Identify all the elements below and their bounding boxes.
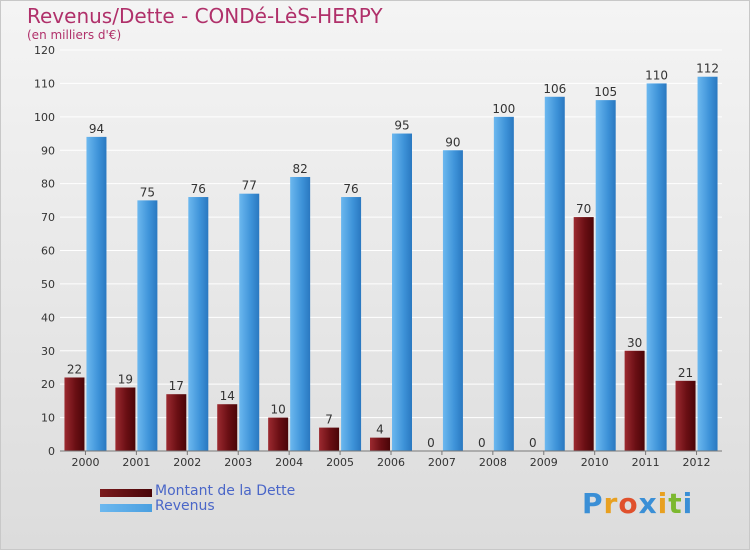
- data-label-revenue: 112: [696, 62, 719, 76]
- bar-revenue: [290, 176, 311, 451]
- chart-title: Revenus/Dette - CONDé-LèS-HERPY: [27, 4, 383, 28]
- bar-debt: [64, 377, 85, 451]
- y-tick-label: 70: [41, 211, 55, 224]
- legend-label-debt: Montant de la Dette: [155, 483, 296, 499]
- data-label-revenue: 77: [242, 179, 257, 193]
- x-axis-ticks: 2000 2001 2002 2003 2004 2005 2006 2007 2008 2009…: [71, 451, 711, 469]
- data-label-debt: 14: [220, 389, 235, 403]
- data-label-revenue: 105: [594, 85, 617, 99]
- bar-debt: [217, 404, 238, 451]
- data-label-debt: 7: [325, 413, 333, 427]
- legend-label-revenue: Revenus: [155, 498, 215, 514]
- x-tick-label: 2011: [632, 456, 660, 469]
- proxiti-logo: Proxiti: [582, 487, 693, 520]
- bar-revenue: [392, 133, 412, 451]
- data-label-debt: 0: [529, 436, 537, 450]
- bar-debt: [268, 417, 289, 451]
- bar-revenue: [239, 193, 260, 452]
- y-tick-label: 50: [41, 278, 55, 291]
- x-tick-label: 2000: [71, 456, 99, 469]
- logo-letter: i: [657, 487, 669, 520]
- x-tick-label: 2010: [581, 456, 609, 469]
- data-label-debt: 30: [627, 336, 642, 350]
- logo-letter: o: [618, 487, 639, 520]
- legend-swatch-debt: [100, 489, 152, 497]
- y-tick-label: 100: [34, 111, 55, 124]
- bar-revenue: [86, 136, 107, 451]
- data-label-debt: 70: [576, 202, 591, 216]
- y-axis-ticks: 0 10 20 30 40 50 60 70 80 90 100 110 120: [34, 44, 55, 458]
- bar-revenue: [697, 76, 718, 451]
- bar-revenue: [442, 150, 463, 451]
- y-tick-label: 120: [34, 44, 55, 57]
- x-tick-label: 2001: [122, 456, 150, 469]
- y-tick-label: 10: [41, 412, 55, 425]
- bar-debt: [166, 394, 187, 451]
- data-label-revenue: 90: [445, 135, 460, 149]
- logo-letter: P: [582, 487, 604, 520]
- data-label-debt: 4: [376, 423, 384, 437]
- x-tick-label: 2009: [530, 456, 558, 469]
- data-label-revenue: 75: [140, 185, 155, 199]
- data-labels: 22 94 19 75 17 76 14 77 10 82 7 76 4 95 0 90 0 100 0 106 70 1…: [67, 62, 719, 450]
- x-tick-label: 2002: [173, 456, 201, 469]
- x-tick-label: 2012: [683, 456, 711, 469]
- logo-letter: i: [682, 487, 694, 520]
- bar-revenue: [188, 197, 209, 451]
- data-label-revenue: 76: [343, 182, 358, 196]
- data-label-revenue: 82: [293, 162, 308, 176]
- data-label-debt: 0: [427, 436, 435, 450]
- y-tick-label: 110: [34, 77, 55, 90]
- x-tick-label: 2008: [479, 456, 507, 469]
- y-tick-label: 40: [41, 311, 55, 324]
- x-tick-label: 2003: [224, 456, 252, 469]
- logo-letter: x: [638, 487, 658, 520]
- y-tick-label: 80: [41, 178, 55, 191]
- bar-debt: [115, 387, 136, 451]
- bar-revenue: [544, 96, 565, 452]
- y-tick-label: 30: [41, 345, 55, 358]
- data-label-revenue: 95: [394, 119, 409, 133]
- data-label-debt: 19: [118, 373, 133, 387]
- y-tick-label: 90: [41, 144, 55, 157]
- y-tick-label: 0: [48, 445, 55, 458]
- bars: [64, 76, 718, 452]
- data-label-debt: 0: [478, 436, 486, 450]
- bar-revenue: [137, 200, 158, 451]
- bar-debt: [624, 350, 645, 451]
- bar-revenue: [493, 116, 514, 451]
- bar-revenue: [646, 83, 667, 452]
- x-tick-label: 2006: [377, 456, 405, 469]
- data-label-debt: 21: [678, 366, 693, 380]
- data-label-debt: 22: [67, 362, 82, 376]
- data-label-debt: 17: [169, 379, 184, 393]
- bar-debt: [573, 217, 594, 451]
- logo-letter: r: [603, 487, 619, 520]
- data-label-debt: 10: [271, 403, 286, 417]
- data-label-revenue: 110: [645, 68, 668, 82]
- legend-swatch-revenue: [100, 504, 152, 512]
- data-label-revenue: 100: [492, 102, 515, 116]
- grid-lines: [60, 49, 722, 452]
- x-tick-label: 2004: [275, 456, 303, 469]
- logo-letter: t: [668, 487, 683, 520]
- bar-revenue: [595, 100, 616, 451]
- bar-debt: [675, 380, 696, 451]
- x-tick-label: 2007: [428, 456, 456, 469]
- data-label-revenue: 76: [191, 182, 206, 196]
- y-tick-label: 60: [41, 245, 55, 258]
- bar-debt: [319, 427, 340, 451]
- y-tick-label: 20: [41, 378, 55, 391]
- data-label-revenue: 106: [543, 82, 566, 96]
- data-label-revenue: 94: [89, 122, 104, 136]
- chart-subtitle: (en milliers d'€): [27, 28, 122, 42]
- x-tick-label: 2005: [326, 456, 354, 469]
- bar-revenue: [341, 197, 362, 451]
- bar-debt: [370, 437, 390, 451]
